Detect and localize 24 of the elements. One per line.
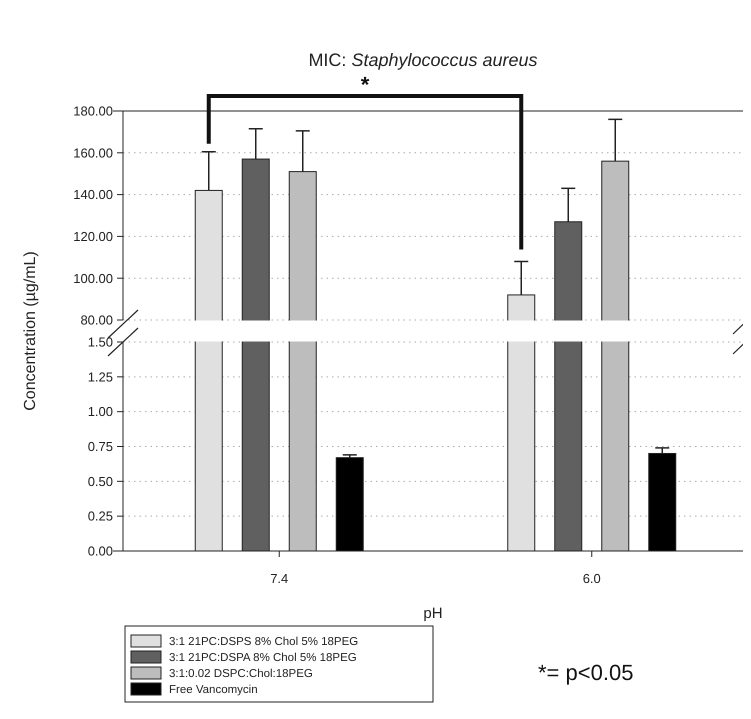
y-tick-label: 0.75 bbox=[88, 439, 113, 454]
y-tick-label: 120.00 bbox=[73, 228, 113, 244]
chart-title: MIC: Staphylococcus aureus bbox=[308, 50, 538, 70]
x-tick-label: 7.4 bbox=[270, 571, 288, 586]
legend-label: Free Vancomycin bbox=[169, 684, 258, 696]
x-axis-title: pH bbox=[423, 605, 443, 622]
legend-label: 3:1 21PC:DSPA 8% Chol 5% 18PEG bbox=[169, 652, 357, 664]
legend-label: 3:1 21PC:DSPS 8% Chol 5% 18PEG bbox=[169, 636, 358, 648]
y-tick-label: 140.00 bbox=[73, 187, 113, 202]
y-tick-label: 1.00 bbox=[88, 404, 113, 420]
text: * bbox=[360, 72, 370, 97]
y-tick-label: 0.25 bbox=[88, 508, 113, 524]
y-tick-label: 100.00 bbox=[73, 270, 113, 286]
y-axis-title: Concentration (µg/mL) bbox=[22, 251, 39, 411]
y-tick-label: 1.50 bbox=[88, 334, 113, 350]
y-tick-label: 80.00 bbox=[80, 312, 113, 328]
y-tick-label: 160.00 bbox=[73, 145, 113, 160]
text: *= p<0.05 bbox=[538, 660, 634, 685]
y-tick-label: 1.25 bbox=[88, 369, 113, 384]
y-tick-label: 0.00 bbox=[88, 544, 113, 559]
legend-label: 3:1:0.02 DSPC:Chol:18PEG bbox=[169, 668, 313, 680]
y-tick-label: 180.00 bbox=[73, 104, 113, 119]
x-tick-label: 6.0 bbox=[582, 571, 601, 586]
y-tick-label: 0.50 bbox=[88, 474, 113, 489]
